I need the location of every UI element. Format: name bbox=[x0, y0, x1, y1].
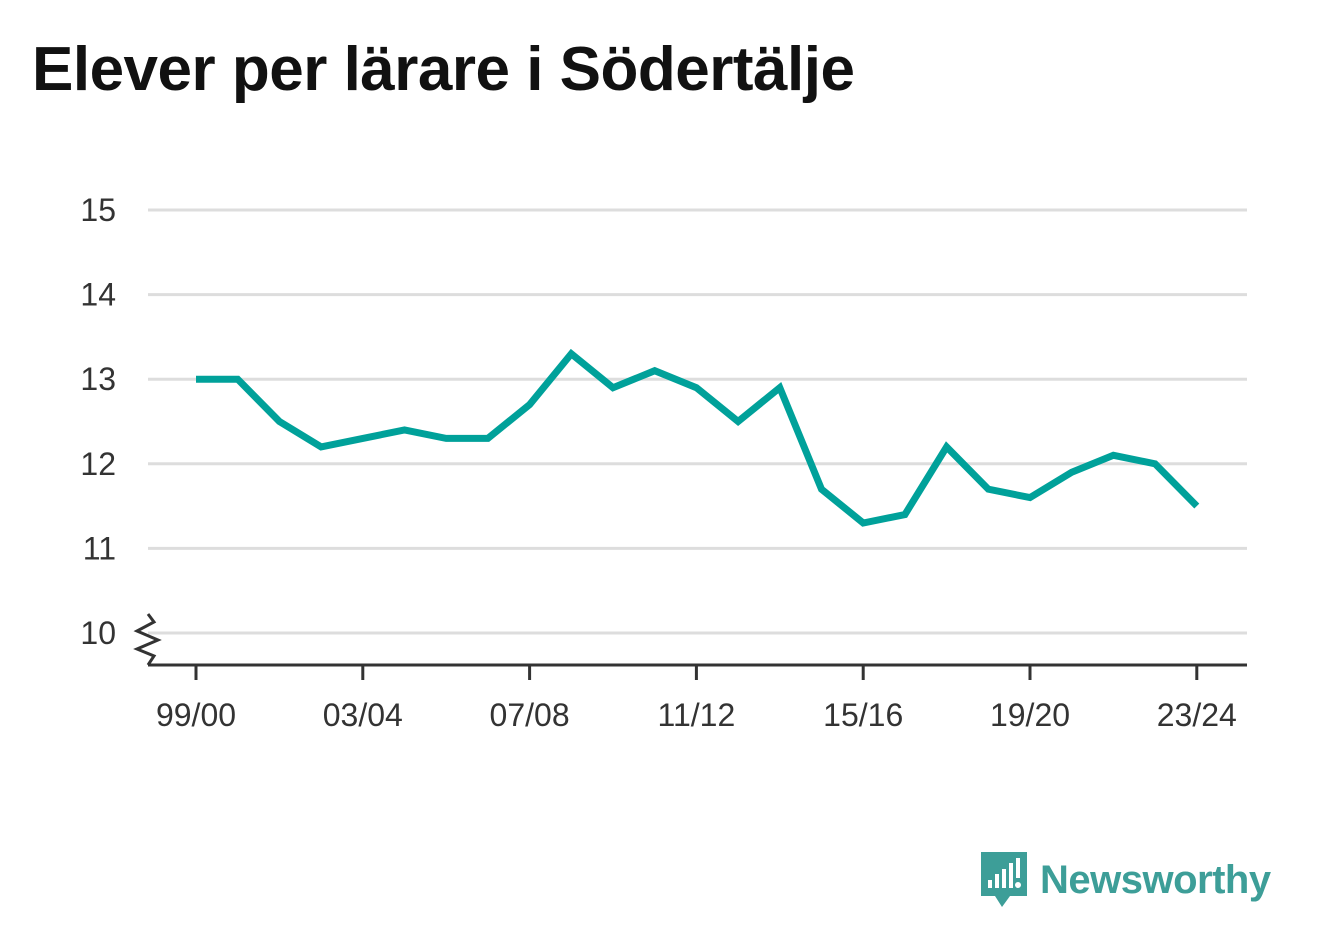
newsworthy-logo-icon bbox=[981, 852, 1027, 907]
series-line bbox=[196, 348, 1200, 527]
x-tick-label: 15/16 bbox=[823, 697, 903, 733]
y-axis-break bbox=[133, 613, 162, 666]
x-tick-label: 03/04 bbox=[323, 697, 403, 733]
x-axis bbox=[133, 613, 1247, 667]
y-tick-label: 14 bbox=[80, 277, 116, 313]
series-layer bbox=[196, 348, 1200, 527]
grid-lines bbox=[148, 208, 1247, 635]
y-tick-label: 11 bbox=[83, 530, 116, 566]
y-tick-label: 10 bbox=[80, 615, 116, 651]
y-tick-label: 15 bbox=[80, 192, 116, 228]
x-tick-label: 07/08 bbox=[490, 697, 570, 733]
x-tick-label: 99/00 bbox=[156, 697, 236, 733]
x-tick-label: 11/12 bbox=[658, 697, 736, 733]
y-axis-ticks: 10 11 12 13 14 15 bbox=[80, 192, 116, 651]
y-tick-label: 13 bbox=[80, 361, 116, 397]
y-tick-label: 12 bbox=[80, 446, 116, 482]
newsworthy-logo: Newsworthy bbox=[978, 850, 1271, 910]
x-tick-label: 23/24 bbox=[1157, 697, 1237, 733]
brand-name: Newsworthy bbox=[1040, 857, 1271, 902]
x-tick-label: 19/20 bbox=[990, 697, 1070, 733]
chart-title: Elever per lärare i Södertälje bbox=[32, 35, 855, 104]
x-axis-ticks: 99/00 03/04 07/08 11/12 15/16 19/20 23/24 bbox=[156, 665, 1237, 733]
